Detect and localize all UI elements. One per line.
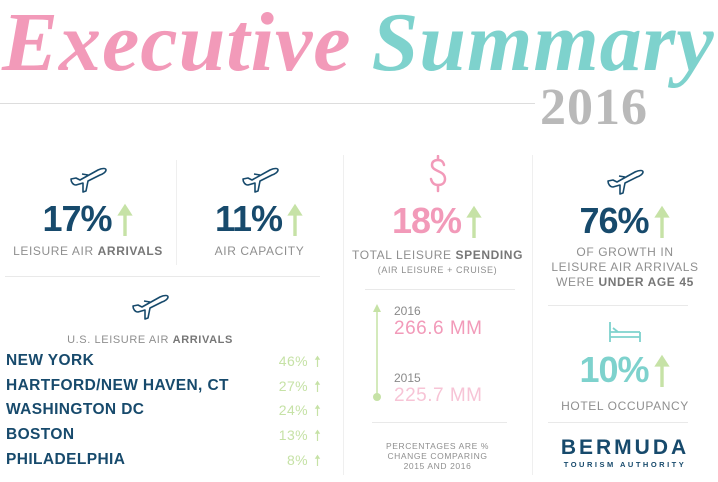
up-arrow-icon xyxy=(314,380,321,392)
year: 2016 xyxy=(540,79,648,136)
city-percent: 24% xyxy=(278,402,308,419)
up-arrow-icon xyxy=(314,355,321,367)
list-item: NEW YORK 46% xyxy=(6,352,321,370)
list-item: BOSTON 13% xyxy=(6,426,321,444)
up-arrow-icon xyxy=(653,353,671,387)
up-arrow-icon xyxy=(116,202,134,236)
city-name: NEW YORK xyxy=(6,352,95,369)
up-arrow-icon xyxy=(286,202,304,236)
divider xyxy=(343,155,344,475)
divider xyxy=(365,289,515,290)
divider xyxy=(532,155,533,475)
city-name: BOSTON xyxy=(6,426,75,444)
bermuda-logo: BERMUDA TOURISM AUTHORITY xyxy=(560,436,690,469)
divider xyxy=(176,160,177,265)
plane-icon xyxy=(240,165,280,193)
stat-total-leisure-spending: 18% TOTAL LEISURE SPENDING (AIR LEISURE … xyxy=(343,154,532,275)
city-percent: 27% xyxy=(278,377,308,394)
list-item: WASHINGTON DC 24% xyxy=(6,401,321,419)
list-item: HARTFORD/NEW HAVEN, CT 27% xyxy=(6,377,321,395)
up-arrow-icon xyxy=(465,204,483,238)
city-percent: 8% xyxy=(286,451,308,468)
stat-hotel-occupancy: 10% HOTEL OCCUPANCY xyxy=(532,320,718,414)
up-arrow-icon xyxy=(314,404,321,416)
stat-under-age-45: 76% OF GROWTH IN LEISURE AIR ARRIVALS WE… xyxy=(532,167,718,290)
divider xyxy=(372,422,507,423)
plane-icon xyxy=(605,167,645,195)
stat-leisure-air-arrivals: 17% LEISURE AIR ARRIVALS xyxy=(0,165,176,259)
city-name: HARTFORD/NEW HAVEN, CT xyxy=(6,376,229,394)
plane-icon xyxy=(130,292,170,320)
stat-air-capacity: 11% AIR CAPACITY xyxy=(176,165,343,259)
list-item: PHILADELPHIA 8% xyxy=(6,451,321,469)
city-percent: 46% xyxy=(278,353,308,369)
city-percent: 13% xyxy=(278,427,308,444)
title-divider xyxy=(0,103,535,104)
plane-icon xyxy=(68,165,108,193)
divider xyxy=(548,422,688,423)
divider xyxy=(5,276,320,277)
bed-icon xyxy=(609,322,641,342)
page-title: Executive Summary xyxy=(2,0,715,89)
up-arrow-icon xyxy=(653,204,671,238)
city-name: WASHINGTON DC xyxy=(6,401,145,419)
dollar-icon xyxy=(429,154,446,193)
up-arrow-icon xyxy=(314,429,321,441)
divider xyxy=(548,305,688,306)
city-name: PHILADELPHIA xyxy=(6,450,126,468)
growth-line-icon xyxy=(373,304,381,401)
footnote: PERCENTAGES ARE % CHANGE COMPARING 2015 AN… xyxy=(385,441,490,471)
us-arrivals-header: U.S. LEISURE AIR ARRIVALS xyxy=(0,292,300,348)
up-arrow-icon xyxy=(314,454,321,466)
